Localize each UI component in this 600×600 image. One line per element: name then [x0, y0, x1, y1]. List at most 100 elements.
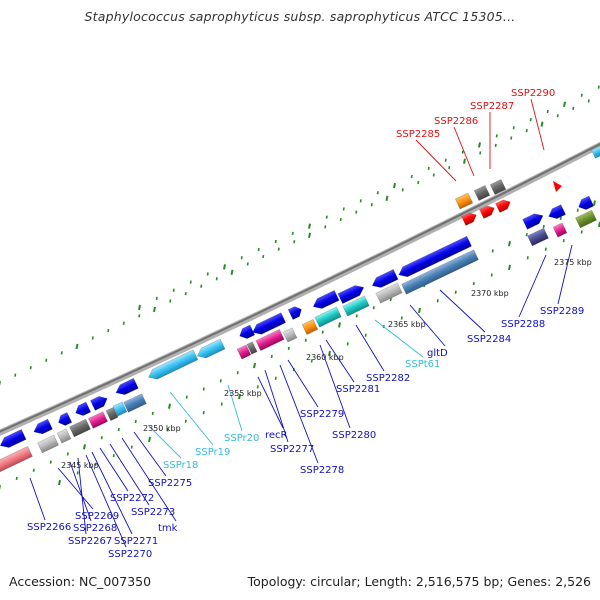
- gene-label-ssp2286[interactable]: SSP2286: [434, 116, 478, 127]
- red-arrow-shape: [461, 212, 477, 226]
- cds-upper-arrow[interactable]: [311, 290, 340, 311]
- gene-label-recr[interactable]: recR: [265, 430, 288, 441]
- cds-upper-arrow[interactable]: [146, 349, 199, 382]
- red-arrow[interactable]: [479, 203, 497, 219]
- feature-box[interactable]: [342, 295, 370, 317]
- gene-label-ssp2270[interactable]: SSP2270: [108, 549, 152, 560]
- gene-label-ssp2280[interactable]: SSP2280: [332, 430, 376, 441]
- feature-box[interactable]: [591, 145, 600, 159]
- tick: [508, 241, 511, 247]
- feature-box[interactable]: [112, 401, 128, 417]
- cds-upper-arrow[interactable]: [576, 195, 595, 212]
- gene-label-ssp2282[interactable]: SSP2282: [366, 373, 410, 384]
- feature-box[interactable]: [473, 185, 491, 201]
- red-arrow[interactable]: [495, 197, 513, 213]
- feature-box[interactable]: [246, 341, 258, 355]
- leader-line: [409, 304, 446, 347]
- cds-upper-arrow[interactable]: [546, 204, 566, 222]
- feature-box[interactable]: [282, 327, 298, 343]
- feature-box[interactable]: [552, 222, 568, 238]
- feature-box[interactable]: [37, 434, 59, 454]
- tick: [253, 362, 256, 369]
- gene-label-ssp2281[interactable]: SSP2281: [336, 384, 380, 395]
- feature-box-shape: [527, 227, 549, 247]
- gene-label-ssp2266[interactable]: SSP2266: [27, 522, 71, 533]
- cds-upper-arrow[interactable]: [396, 235, 472, 280]
- cds-upper-arrow[interactable]: [90, 394, 109, 411]
- leader-line: [227, 384, 243, 432]
- leader-line: [99, 447, 129, 492]
- cds-upper-arrow-shape: [148, 349, 199, 380]
- feature-box[interactable]: [375, 282, 403, 304]
- cds-upper-arrow[interactable]: [522, 211, 546, 230]
- red-arrow[interactable]: [461, 210, 479, 226]
- feature-box[interactable]: [489, 179, 507, 195]
- feature-box-shape: [69, 418, 91, 438]
- gene-label-ssp2267[interactable]: SSP2267: [68, 536, 112, 547]
- tick: [220, 402, 223, 406]
- gene-label-sspr19[interactable]: SSPr19: [195, 447, 230, 458]
- feature-box[interactable]: [123, 393, 147, 413]
- cds-upper-arrow[interactable]: [250, 312, 287, 338]
- gene-label-sspr20[interactable]: SSPr20: [224, 433, 259, 444]
- cds-upper-arrow[interactable]: [73, 401, 92, 418]
- gene-label-gltd[interactable]: gltD: [427, 348, 448, 359]
- feature-box[interactable]: [88, 411, 108, 429]
- tick: [364, 333, 367, 337]
- gene-label-ssp2271[interactable]: SSP2271: [114, 536, 158, 547]
- gene-label-ssp2275[interactable]: SSP2275: [148, 478, 192, 489]
- gene-label-sspr18[interactable]: SSPr18: [163, 460, 198, 471]
- gene-label-sspt61[interactable]: SSPt61: [405, 359, 440, 370]
- leader-line: [169, 391, 214, 446]
- gene-label-ssp2285[interactable]: SSP2285: [396, 129, 440, 140]
- feature-box[interactable]: [69, 418, 91, 438]
- feature-box[interactable]: [56, 428, 72, 444]
- tick: [148, 436, 151, 443]
- cds-upper-arrow[interactable]: [114, 377, 139, 397]
- tick-marks: [0, 85, 600, 491]
- cds-upper-arrow[interactable]: [195, 338, 226, 361]
- gene-label-ssp2279[interactable]: SSP2279: [300, 409, 344, 420]
- feature-box[interactable]: [255, 329, 285, 351]
- gene-label-ssp2289[interactable]: SSP2289: [540, 306, 584, 317]
- cds-upper-arrow[interactable]: [0, 429, 27, 450]
- cds-upper-arrow[interactable]: [287, 304, 304, 320]
- gene-label-ssp2287[interactable]: SSP2287: [470, 101, 514, 112]
- gene-label-ssp2290[interactable]: SSP2290: [511, 88, 555, 99]
- cds-upper-arrow[interactable]: [32, 418, 53, 437]
- tick: [274, 376, 277, 380]
- tick: [580, 230, 583, 234]
- gene-label-ssp2272[interactable]: SSP2272: [110, 493, 154, 504]
- feature-box[interactable]: [0, 446, 33, 474]
- feature-box[interactable]: [314, 306, 342, 328]
- gene-label-ssp2269[interactable]: SSP2269: [75, 511, 119, 522]
- tick: [376, 191, 379, 195]
- feature-box[interactable]: [301, 319, 319, 335]
- tick: [478, 142, 481, 148]
- tick: [240, 256, 243, 260]
- tick: [262, 254, 265, 259]
- tick: [58, 479, 61, 486]
- feature-box[interactable]: [454, 192, 474, 210]
- cds-upper-arrow[interactable]: [237, 324, 256, 341]
- leader-line: [121, 437, 177, 522]
- feature-box[interactable]: [236, 344, 252, 360]
- feature-box[interactable]: [527, 227, 549, 247]
- cds-upper-arrow[interactable]: [337, 282, 366, 304]
- feature-box[interactable]: [575, 209, 597, 229]
- gene-label-ssp2277[interactable]: SSP2277: [270, 444, 314, 455]
- gene-label-ssp2284[interactable]: SSP2284: [467, 334, 511, 345]
- cds-upper-arrow[interactable]: [56, 412, 73, 427]
- feature-box[interactable]: [105, 406, 119, 422]
- gene-label-tmk[interactable]: tmk: [158, 523, 178, 534]
- cds-upper-arrow[interactable]: [370, 269, 399, 290]
- tick: [559, 216, 562, 220]
- leader-line: [85, 454, 127, 548]
- feature-box[interactable]: [401, 249, 479, 295]
- gene-label-ssp2273[interactable]: SSP2273: [131, 507, 175, 518]
- feature-track[interactable]: [0, 145, 600, 474]
- gene-label-ssp2278[interactable]: SSP2278: [300, 465, 344, 476]
- gene-label-ssp2288[interactable]: SSP2288: [501, 319, 545, 330]
- gene-label-ssp2268[interactable]: SSP2268: [73, 523, 117, 534]
